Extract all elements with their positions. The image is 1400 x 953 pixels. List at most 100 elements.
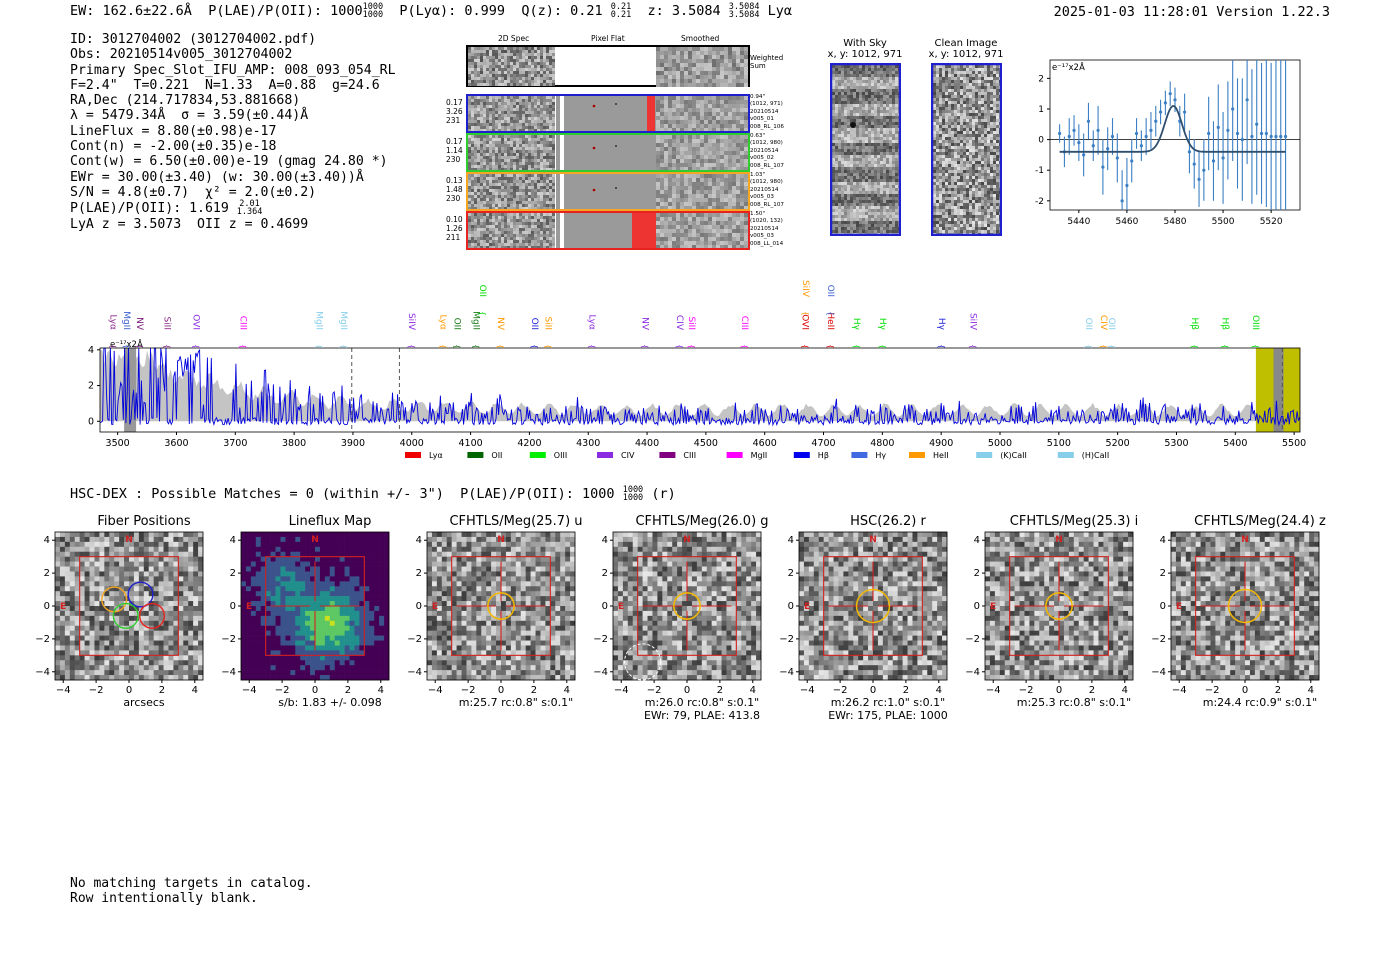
- sky-pixel: [877, 182, 880, 185]
- sky-pixel: [892, 113, 895, 116]
- smooth-pixel: [708, 182, 712, 186]
- smooth-pixel: [740, 120, 744, 124]
- sky-pixel: [862, 152, 865, 155]
- smooth-pixel: [724, 159, 728, 163]
- noise-pixel: [519, 192, 522, 195]
- smooth-pixel: [740, 79, 744, 83]
- smooth-pixel: [736, 128, 740, 132]
- info-line: Cont(n) = -2.00(±0.35)e-18: [70, 139, 277, 155]
- smooth-pixel: [656, 225, 660, 229]
- clean-pixel: [960, 74, 963, 77]
- sky-pixel: [832, 110, 835, 113]
- smooth-pixel: [680, 229, 684, 233]
- smooth-pixel: [680, 194, 684, 198]
- noise-pixel: [522, 168, 525, 171]
- sky-pixel: [871, 83, 874, 86]
- noise-pixel: [483, 222, 486, 225]
- sky-pixel: [841, 158, 844, 161]
- sky-pixel: [841, 155, 844, 158]
- sky-pixel: [844, 143, 847, 146]
- noise-pixel: [513, 62, 516, 65]
- noise-pixel: [528, 168, 531, 171]
- sky-pixel: [859, 230, 862, 233]
- clean-pixel: [939, 113, 942, 116]
- clean-pixel: [969, 80, 972, 83]
- noise-pixel: [510, 53, 513, 56]
- sky-pixel: [889, 110, 892, 113]
- sky-pixel: [841, 152, 844, 155]
- noise-pixel: [525, 198, 528, 201]
- noise-pixel: [483, 77, 486, 80]
- noise-pixel: [474, 162, 477, 165]
- smooth-pixel: [696, 221, 700, 225]
- smooth-pixel: [688, 51, 692, 55]
- clean-pixel: [975, 146, 978, 149]
- noise-pixel: [519, 123, 522, 126]
- noise-pixel: [492, 150, 495, 153]
- sky-pixel: [871, 71, 874, 74]
- noise-pixel: [534, 135, 537, 138]
- smooth-pixel: [724, 233, 728, 237]
- sky-pixel: [880, 77, 883, 80]
- smooth-pixel: [692, 190, 696, 194]
- smooth-pixel: [708, 47, 712, 51]
- smooth-pixel: [704, 47, 708, 51]
- noise-pixel: [510, 129, 513, 132]
- smooth-pixel: [660, 225, 664, 229]
- noise-pixel: [489, 96, 492, 99]
- noise-pixel: [489, 192, 492, 195]
- noise-pixel: [546, 111, 549, 114]
- noise-pixel: [537, 50, 540, 53]
- sky-pixel: [862, 74, 865, 77]
- sky-pixel: [871, 197, 874, 200]
- noise-pixel: [525, 126, 528, 129]
- smooth-pixel: [740, 198, 744, 202]
- noise-pixel: [543, 219, 546, 222]
- sky-pixel: [871, 167, 874, 170]
- clean-pixel: [948, 122, 951, 125]
- noise-pixel: [531, 159, 534, 162]
- clean-pixel: [975, 137, 978, 140]
- noise-pixel: [537, 198, 540, 201]
- sky-pixel: [889, 161, 892, 164]
- noise-pixel: [474, 204, 477, 207]
- sky-pixel: [865, 86, 868, 89]
- noise-pixel: [519, 53, 522, 56]
- clean-pixel: [984, 143, 987, 146]
- clean-pixel: [960, 113, 963, 116]
- sky-pixel: [865, 92, 868, 95]
- smooth-pixel: [708, 206, 712, 210]
- noise-pixel: [468, 105, 471, 108]
- fiber-row-image: [466, 133, 750, 172]
- smooth-pixel: [720, 182, 724, 186]
- smooth-pixel: [656, 59, 660, 63]
- smooth-pixel: [660, 128, 664, 132]
- smooth-pixel: [724, 139, 728, 143]
- noise-pixel: [540, 71, 543, 74]
- noise-pixel: [513, 219, 516, 222]
- sky-pixel: [892, 98, 895, 101]
- sky-pixel: [871, 152, 874, 155]
- smooth-pixel: [740, 135, 744, 139]
- noise-pixel: [507, 201, 510, 204]
- clean-pixel: [981, 77, 984, 80]
- sky-pixel: [838, 191, 841, 194]
- clean-pixel: [960, 143, 963, 146]
- clean-pixel: [987, 104, 990, 107]
- sky-pixel: [838, 86, 841, 89]
- sky-pixel: [892, 122, 895, 125]
- sky-pixel: [892, 86, 895, 89]
- sky-pixel: [886, 227, 889, 230]
- noise-pixel: [531, 141, 534, 144]
- noise-pixel: [471, 222, 474, 225]
- smooth-pixel: [680, 51, 684, 55]
- info-line: LineFlux = 8.80(±0.98)e-17: [70, 123, 277, 139]
- noise-pixel: [549, 234, 552, 237]
- smooth-pixel: [660, 51, 664, 55]
- smooth-pixel: [672, 59, 676, 63]
- noise-pixel: [519, 174, 522, 177]
- flat-dot: [615, 145, 617, 147]
- noise-pixel: [486, 74, 489, 77]
- sky-pixel: [892, 164, 895, 167]
- smooth-pixel: [720, 79, 724, 83]
